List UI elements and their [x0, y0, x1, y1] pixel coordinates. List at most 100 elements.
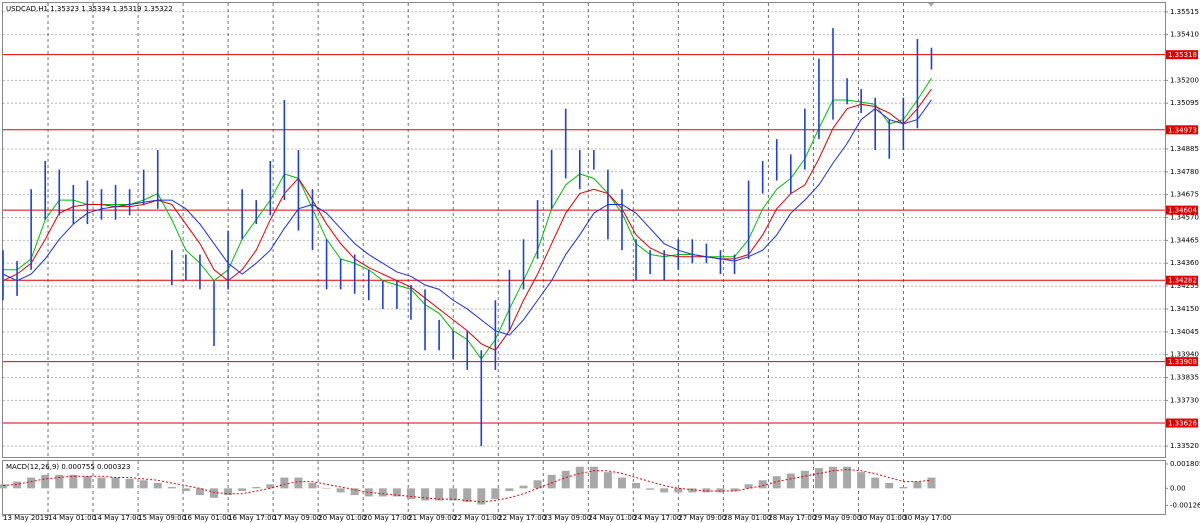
macd-bar [97, 477, 106, 489]
x-tick-label: 14 May 17:00 [93, 514, 141, 522]
macd-bar [0, 484, 7, 489]
macd-bar [69, 474, 78, 489]
macd-bar [350, 488, 359, 496]
shift-marker [928, 3, 934, 7]
y-tick-label: 1.34045 [1170, 328, 1199, 336]
macd-bar [83, 476, 92, 489]
x-tick-label: 29 May 09:00 [813, 514, 861, 522]
price-panel-frame [2, 2, 1166, 458]
macd-bar [547, 474, 556, 489]
macd-bar [322, 488, 331, 489]
y-tick-label: 1.35515 [1170, 8, 1199, 16]
x-tick-label: 30 May 17:00 [903, 514, 951, 522]
macd-bar [575, 466, 584, 489]
level-label-box [1166, 125, 1198, 135]
x-tick-label: 14 May 01:00 [48, 514, 96, 522]
x-tick-label: 20 May 17:00 [363, 514, 411, 522]
x-tick-label: 21 May 09:00 [408, 514, 456, 522]
macd-bar [167, 487, 176, 489]
x-tick-label: 28 May 01:00 [723, 514, 771, 522]
macd-bar [125, 478, 134, 489]
macd-bar [716, 488, 725, 493]
macd-bar [660, 488, 669, 493]
macd-bar [336, 488, 345, 493]
macd-bar [519, 485, 528, 489]
macd-bar [294, 477, 303, 489]
macd-bar [111, 477, 120, 489]
macd-bar [829, 466, 837, 489]
x-tick-label: 22 May 01:00 [453, 514, 501, 522]
macd-bar [646, 488, 655, 490]
macd-bar [13, 481, 22, 489]
level-label: 1.33908 [1168, 358, 1197, 366]
macd-bar [449, 488, 458, 501]
y-tick-label: 1.35200 [1170, 76, 1199, 84]
y-tick-label: 1.34675 [1170, 191, 1199, 199]
level-label: 1.33626 [1168, 420, 1197, 428]
x-tick-label: 30 May 01:00 [858, 514, 906, 522]
y-tick-label: -0.001263 [1170, 501, 1200, 509]
y-tick-label: 1.34885 [1170, 145, 1199, 153]
macd-bar [674, 488, 683, 493]
macd-bar [871, 477, 880, 489]
macd-bar [308, 482, 317, 489]
y-tick-label: 1.35095 [1170, 99, 1199, 107]
macd-bar [758, 480, 767, 489]
y-tick-label: 1.35410 [1170, 31, 1199, 39]
x-tick-label: 27 May 09:00 [678, 514, 726, 522]
x-tick-label: 24 May 01:00 [588, 514, 636, 522]
macd-bar [730, 488, 739, 492]
macd-bar [603, 472, 612, 489]
macd-bar [744, 484, 753, 489]
macd-bar [786, 473, 795, 489]
macd-header: MACD(12,26,9) 0.000755 0.000323 [6, 463, 130, 471]
level-label-box [1166, 357, 1198, 367]
x-tick-label: 20 May 01:00 [318, 514, 366, 522]
x-tick-label: 17 May 09:00 [273, 514, 321, 522]
macd-bar [505, 488, 514, 492]
macd-bar [27, 477, 36, 489]
macd-bar [181, 488, 190, 492]
macd-bar [238, 488, 247, 492]
macd-bar [139, 480, 148, 489]
macd-bar [632, 482, 641, 489]
y-tick-label: 1.34360 [1170, 259, 1199, 267]
y-tick-label: 1.34150 [1170, 305, 1199, 313]
x-tick-label: 15 May 09:00 [138, 514, 186, 522]
x-tick-label: 23 May 09:00 [543, 514, 591, 522]
macd-bar [927, 477, 936, 489]
x-tick-label: 16 May 17:00 [228, 514, 276, 522]
level-label: 1.34604 [1168, 207, 1197, 215]
macd-bar [800, 470, 809, 489]
macd-bar [364, 488, 373, 497]
macd-bar [252, 487, 261, 489]
macd-bar [885, 482, 894, 489]
macd-bar [406, 488, 415, 500]
y-tick-label: 1.33940 [1170, 351, 1199, 359]
level-label: 1.35318 [1168, 51, 1197, 59]
level-label-box [1166, 418, 1198, 428]
x-tick-label: 22 May 17:00 [498, 514, 546, 522]
macd-bar [477, 488, 486, 505]
y-tick-label: 1.34465 [1170, 236, 1199, 244]
macd-bar [266, 484, 275, 489]
x-tick-label: 24 May 17:00 [633, 514, 681, 522]
macd-bar [224, 488, 233, 496]
macd-bar [463, 488, 472, 502]
x-tick-label: 13 May 2019 [3, 514, 49, 522]
macd-bar [392, 488, 401, 497]
y-tick-label: 1.33835 [1170, 374, 1199, 382]
macd-bar [899, 487, 908, 489]
symbol-header: USDCAD,H1 1.35323 1.35334 1.35319 1.3532… [6, 5, 173, 13]
y-tick-label: 0.00 [1170, 484, 1186, 492]
macd-bar [772, 476, 781, 489]
macd-bar [41, 474, 50, 489]
macd-bar [491, 488, 500, 500]
macd-bar [913, 481, 922, 489]
macd-bar [688, 488, 697, 493]
macd-bar [55, 474, 64, 489]
macd-bar [421, 488, 430, 501]
y-tick-label: 1.33730 [1170, 396, 1199, 404]
